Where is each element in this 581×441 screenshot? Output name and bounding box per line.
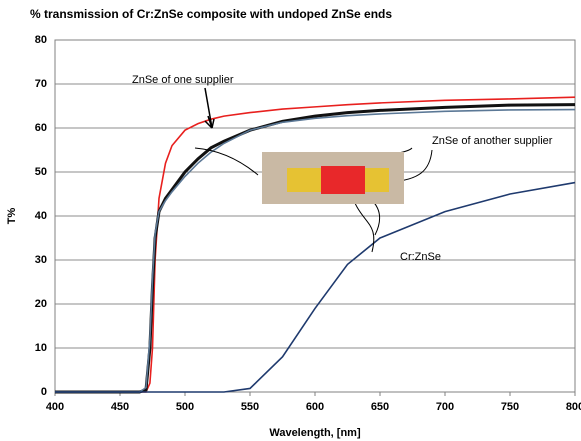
x-tick-label: 500	[176, 401, 194, 413]
doped-center	[321, 166, 365, 194]
x-tick-label: 550	[241, 401, 259, 413]
y-tick-label: 20	[35, 298, 47, 310]
inset-photo	[262, 152, 404, 204]
x-axis-label: Wavelength, [nm]	[269, 427, 361, 439]
y-tick-label: 0	[41, 386, 47, 398]
chart: % transmission of Cr:ZnSe composite with…	[0, 0, 581, 441]
y-tick-label: 80	[35, 34, 47, 46]
x-tick-label: 600	[306, 401, 324, 413]
series-line	[55, 183, 575, 392]
y-tick-label: 30	[35, 254, 47, 266]
x-tick-label: 800	[566, 401, 581, 413]
y-tick-label: 50	[35, 166, 47, 178]
y-tick-label: 60	[35, 122, 47, 134]
annotation: ZnSe of another supplier	[432, 135, 553, 147]
plot-area: 0 10 20 30 40 50 60 70 80 400 450 500 550 600 650 700 75…	[35, 34, 581, 413]
x-tick-label: 400	[46, 401, 64, 413]
series-line	[55, 105, 575, 392]
x-tick-label: 650	[371, 401, 389, 413]
series-line	[55, 110, 575, 392]
chart-title: % transmission of Cr:ZnSe composite with…	[30, 7, 392, 21]
x-tick-label: 450	[111, 401, 129, 413]
annotation: ZnSe of one supplier	[132, 74, 234, 86]
y-tick-label: 10	[35, 342, 47, 354]
x-tick-label: 700	[436, 401, 454, 413]
y-tick-label: 70	[35, 78, 47, 90]
annotation: Cr:ZnSe	[400, 251, 441, 263]
y-axis-label: T%	[6, 208, 18, 225]
x-tick-label: 750	[501, 401, 519, 413]
y-tick-label: 40	[35, 210, 47, 222]
